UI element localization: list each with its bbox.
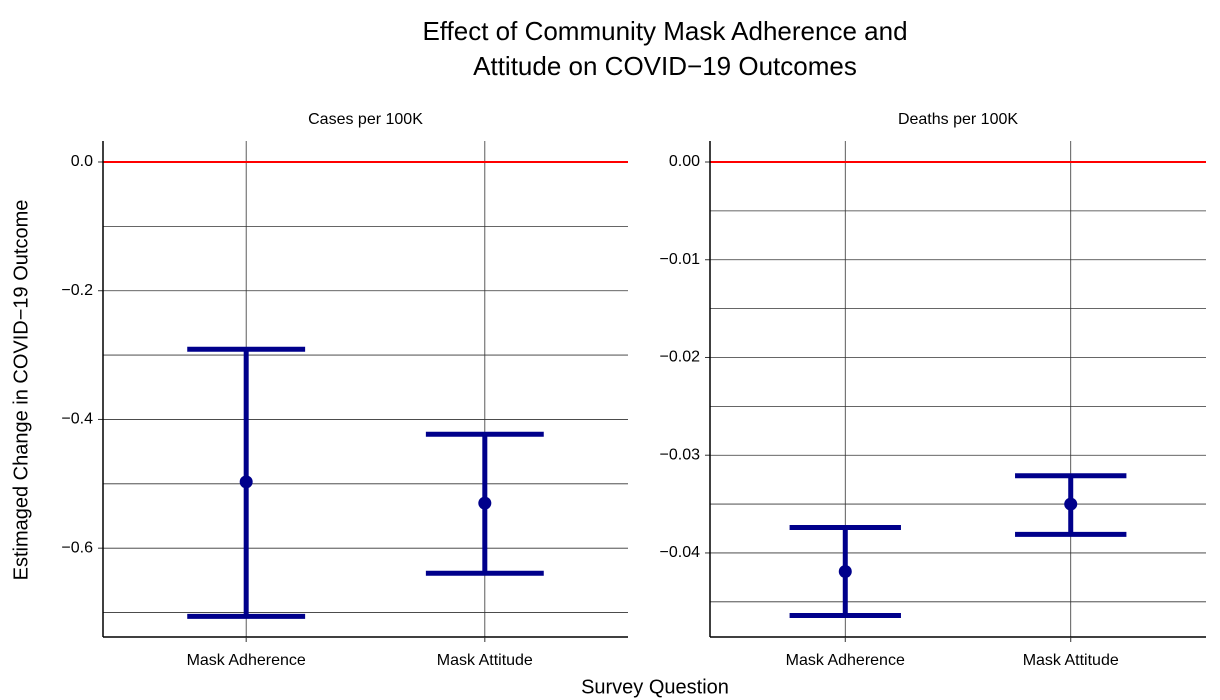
y-tick-label: −0.4 (61, 411, 93, 428)
x-tick-label: Mask Attitude (1023, 652, 1119, 669)
point (239, 475, 253, 489)
y-tick-label: −0.6 (61, 539, 93, 556)
y-tick-label: −0.01 (660, 251, 701, 268)
chart-title: Effect of Community Mask Adherence and (422, 16, 907, 46)
panel-subtitle: Cases per 100K (308, 111, 423, 128)
x-tick-label: Mask Adherence (187, 652, 306, 669)
y-tick-label: 0.00 (669, 153, 700, 170)
y-tick-label: −0.2 (61, 282, 93, 299)
y-axis-label: Estimaged Change in COVID−19 Outcome (10, 200, 32, 581)
x-axis-label: Survey Question (581, 676, 729, 698)
y-tick-label: −0.04 (660, 544, 701, 561)
y-tick-label: −0.02 (660, 349, 701, 366)
x-tick-label: Mask Adherence (786, 652, 905, 669)
chart-title: Attitude on COVID−19 Outcomes (473, 51, 857, 81)
point (838, 565, 852, 579)
panel-subtitle: Deaths per 100K (898, 111, 1018, 128)
point (1064, 497, 1078, 511)
y-tick-label: 0.0 (71, 153, 93, 170)
y-tick-label: −0.03 (660, 446, 701, 463)
point (478, 496, 492, 510)
x-tick-label: Mask Attitude (437, 652, 533, 669)
